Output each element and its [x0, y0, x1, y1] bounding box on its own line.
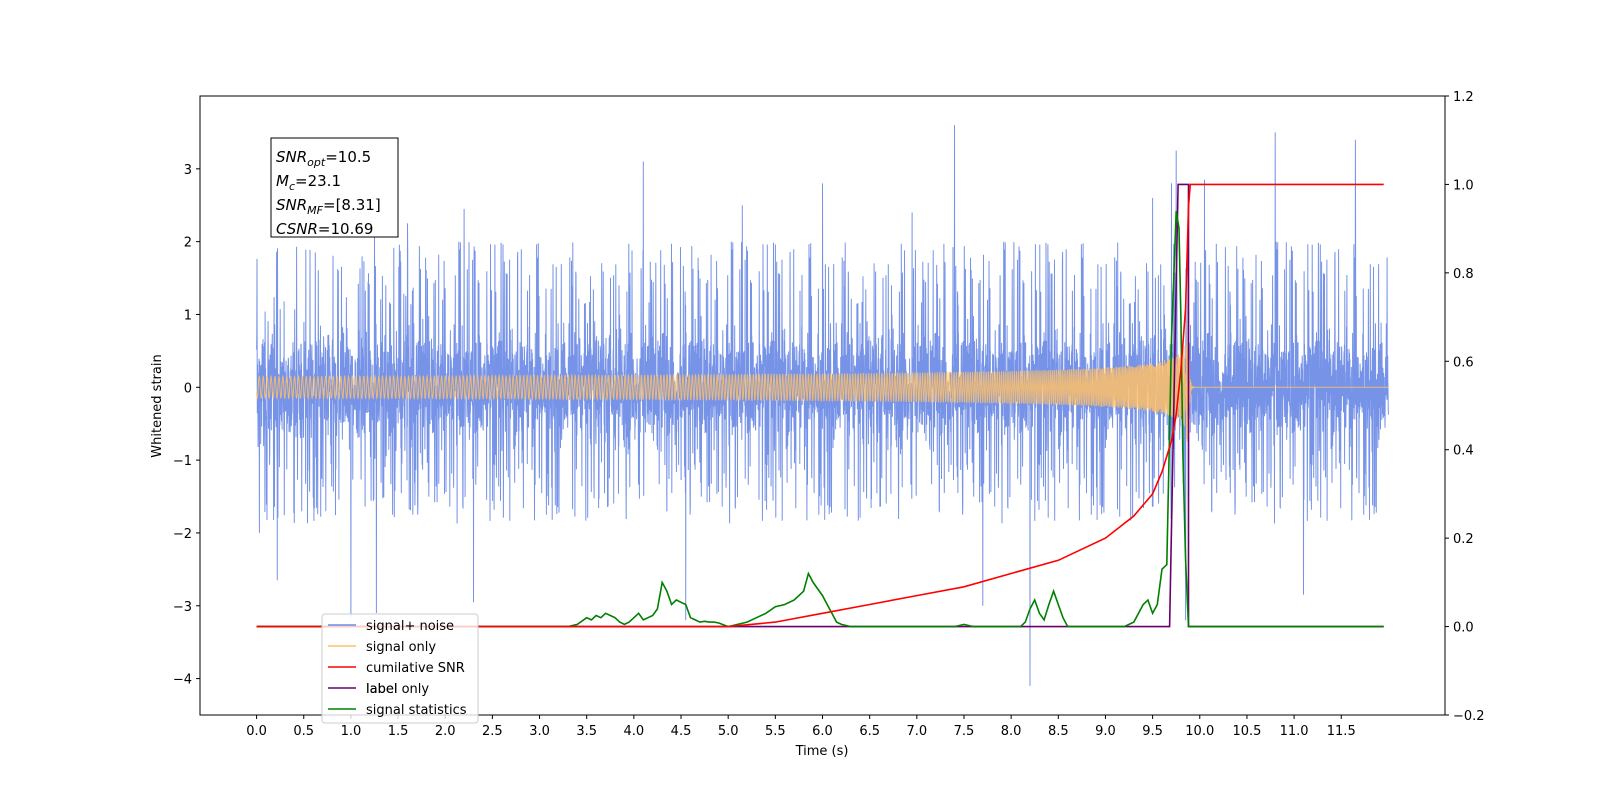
y2-tick-label: 0.0: [1453, 621, 1474, 636]
axes: 0.0 0.5 1.0 1.5 2.0 2.5 3.0 3.5 4.0 4.5 5.0 5.5 6.0 6…: [173, 90, 1485, 739]
annotation-line: Mc=23.1: [276, 172, 341, 193]
annotation-line: SNRMF=[8.31]: [276, 196, 381, 217]
legend-label-hidden: label only: [366, 682, 429, 697]
x-tick-label: 4.5: [671, 724, 692, 739]
y-tick-label: 3: [184, 163, 192, 178]
legend-label: signal only: [366, 640, 436, 655]
x-tick-label: 9.5: [1142, 724, 1163, 739]
legend-frame: [321, 613, 479, 724]
y2-tick-label: 0.4: [1453, 444, 1474, 459]
y2-tick-label: −0.2: [1453, 709, 1485, 724]
annotation-line: CSNR=10.69: [276, 220, 373, 238]
y2-tick-label: 0.6: [1453, 355, 1474, 370]
legend-label: signal+ noise: [366, 619, 454, 634]
annotation-frame: [270, 137, 399, 238]
x-tick-label: 1.0: [341, 724, 362, 739]
y-tick-label: −3: [173, 600, 192, 615]
x-tick-label: 9.0: [1095, 724, 1116, 739]
y-tick-label: 1: [184, 308, 192, 323]
x-tick-label: 11.5: [1327, 724, 1356, 739]
legend: signal+ noise signal only cumilative SNR la…: [321, 613, 479, 724]
plot-area: [256, 125, 1389, 686]
x-tick-label: 2.0: [435, 724, 456, 739]
series-signal-statistics-line: [256, 210, 1384, 628]
y2-tick-label: 0.2: [1453, 532, 1474, 547]
x-tick-label: 0.5: [293, 724, 314, 739]
y-tick-label: 2: [184, 236, 192, 251]
x-tick-label: 3.0: [529, 724, 550, 739]
y2-tick-label: 0.8: [1453, 267, 1474, 282]
y-tick-label: −2: [173, 527, 192, 542]
y-tick-label: −4: [173, 673, 192, 688]
x-tick-label: 4.0: [624, 724, 645, 739]
x-tick-label: 5.5: [765, 724, 786, 739]
y2-tick-label: 1.0: [1453, 178, 1474, 193]
y-axis-label: Whitened strain: [150, 354, 165, 457]
x-tick-label: 0.0: [246, 724, 267, 739]
x-tick-label: 6.5: [859, 724, 880, 739]
x-tick-label: 3.5: [576, 724, 597, 739]
x-tick-label: 7.0: [906, 724, 927, 739]
x-tick-label: 1.5: [388, 724, 409, 739]
x-tick-label: 5.0: [718, 724, 739, 739]
series-signal-only-line: [256, 315, 1389, 442]
legend-label: signal statistics: [366, 703, 467, 718]
annotation-line: SNRopt=10.5: [276, 148, 371, 169]
y-tick-label: −1: [173, 454, 192, 469]
series-signal-noise-line: [256, 125, 1389, 686]
legend-label: label: [366, 682, 397, 697]
x-tick-label: 8.0: [1001, 724, 1022, 739]
y2-tick-label: 1.2: [1453, 90, 1474, 105]
series-cumilative-snr-line: [256, 183, 1384, 628]
x-tick-label: 10.0: [1185, 724, 1214, 739]
x-axis-label: Time (s): [795, 744, 849, 759]
x-tick-label: 10.5: [1232, 724, 1261, 739]
x-tick-label: 8.5: [1048, 724, 1069, 739]
y-tick-label: 0: [184, 381, 192, 396]
stats-annotation-box: SNRopt=10.5 Mc=23.1 SNRMF=[8.31] CSNR=10.69: [270, 137, 399, 238]
legend-label: cumilative SNR: [366, 661, 465, 676]
x-tick-label: 2.5: [482, 724, 503, 739]
x-tick-label: 6.0: [812, 724, 833, 739]
x-tick-label: 11.0: [1280, 724, 1309, 739]
x-tick-label: 7.5: [954, 724, 975, 739]
